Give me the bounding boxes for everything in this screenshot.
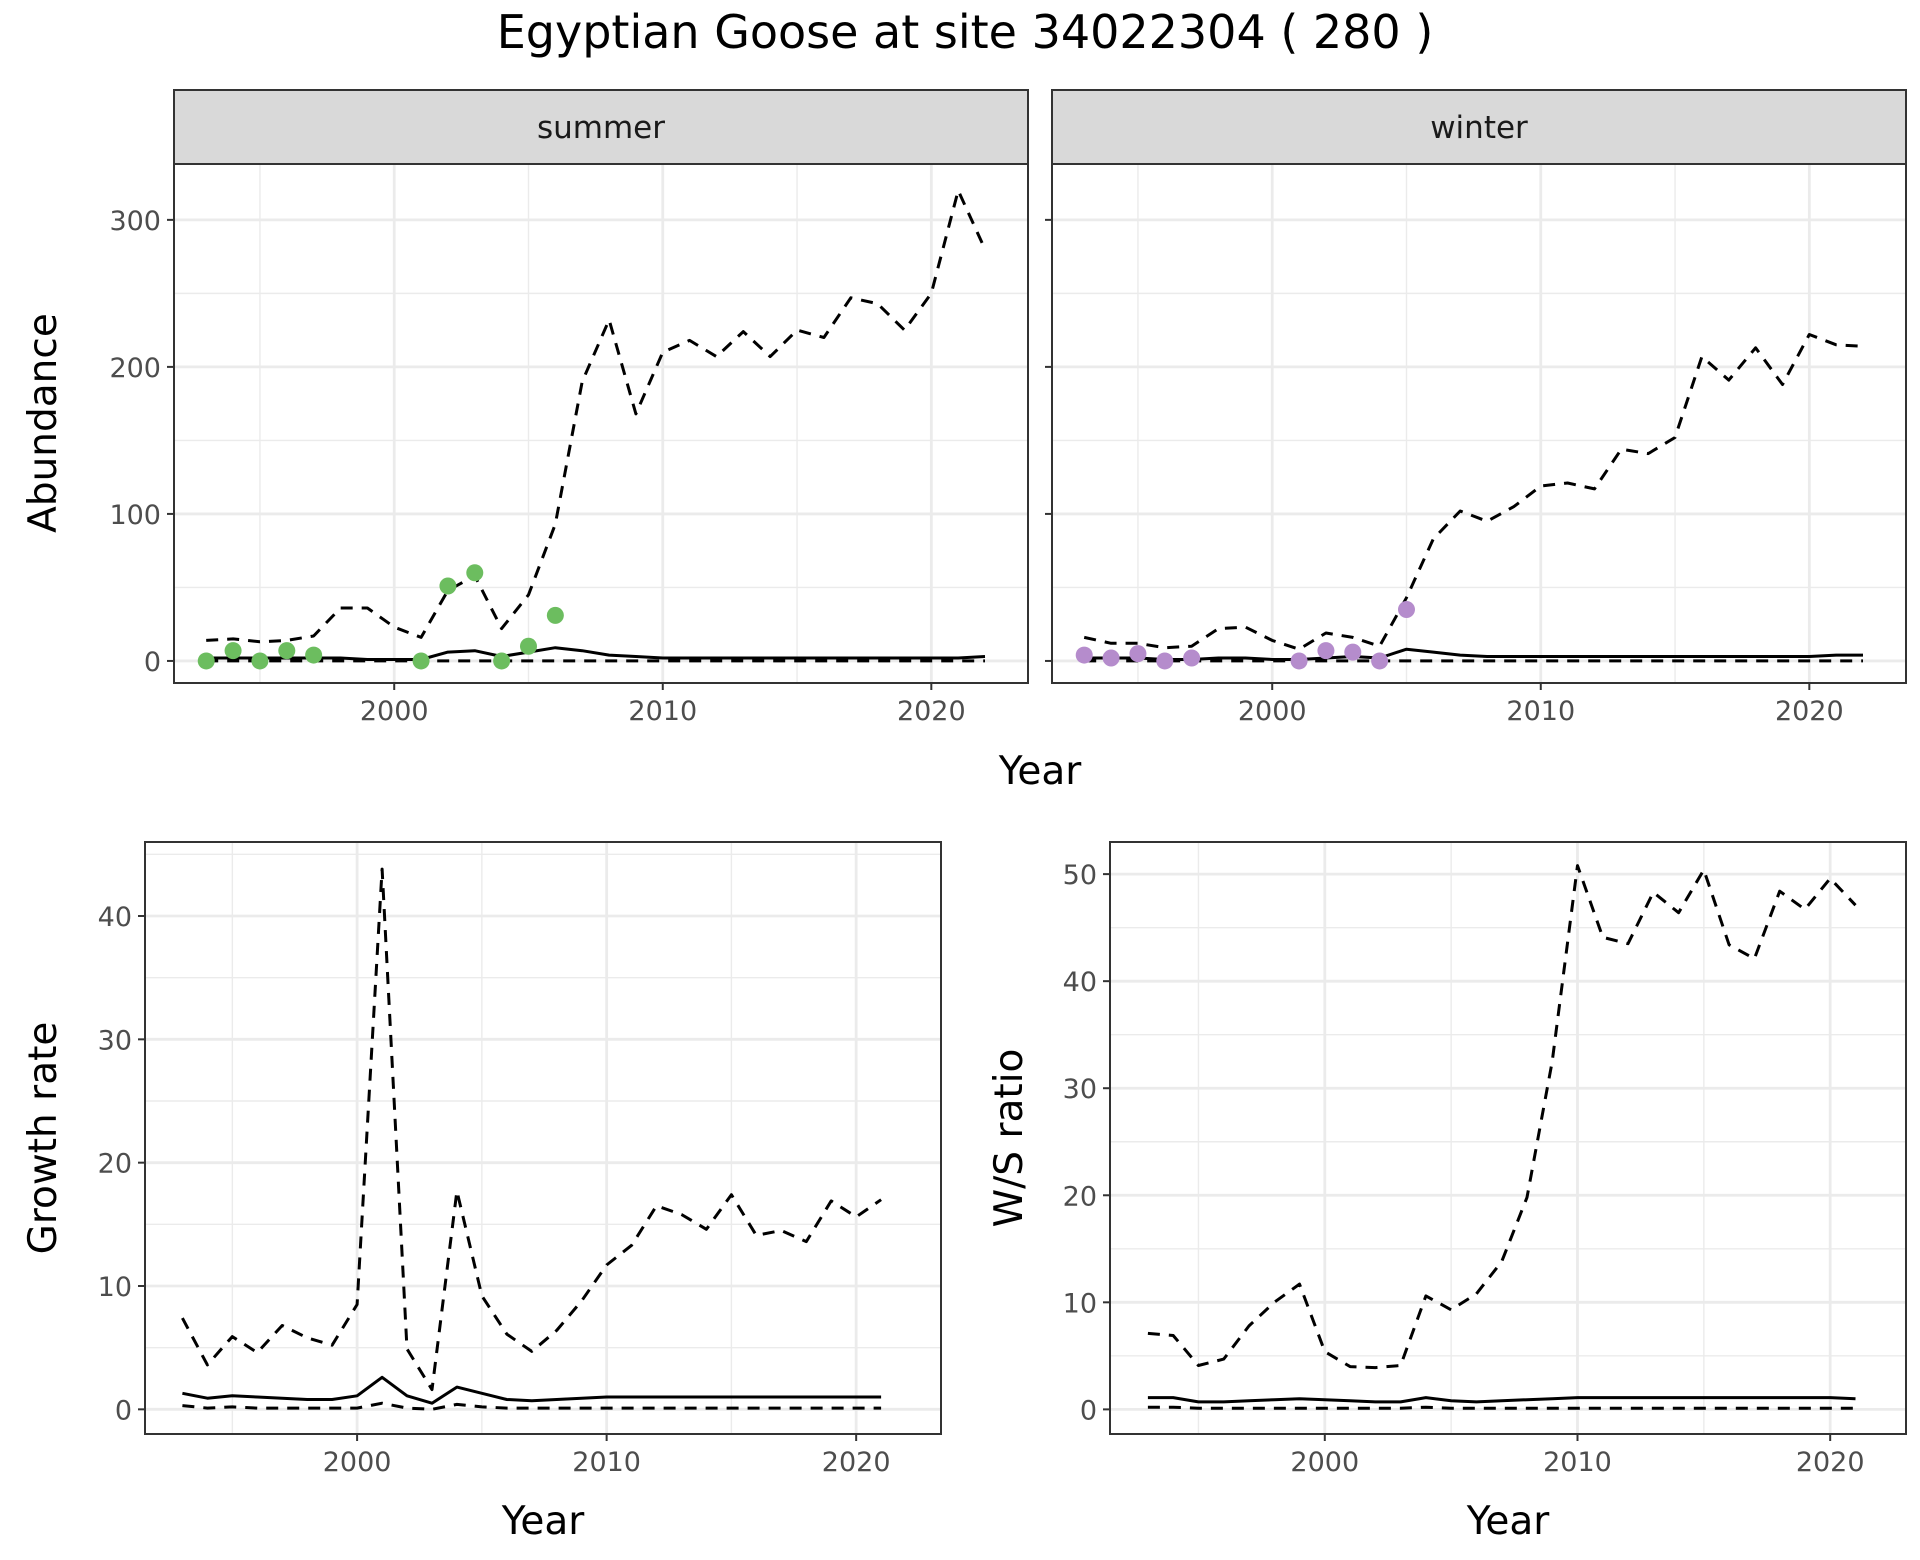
chart-panel-2: winter 2000 2010 2020 bbox=[1045, 89, 1907, 727]
y-tick-label: 40 bbox=[1063, 967, 1097, 998]
data-point bbox=[1344, 643, 1362, 661]
y-tick-label: 30 bbox=[1063, 1074, 1097, 1105]
y-axis-title: W/S ratio bbox=[987, 1049, 1032, 1228]
dashed-series-line bbox=[1147, 864, 1857, 1370]
data-point bbox=[1183, 649, 1201, 667]
figure-title: Egyptian Goose at site 34022304 ( 280 ) bbox=[497, 5, 1434, 59]
data-point bbox=[1317, 642, 1335, 660]
facet-strip bbox=[173, 89, 1029, 165]
data-point bbox=[197, 652, 215, 670]
data-point bbox=[1129, 645, 1147, 663]
y-axis-title: Abundance bbox=[21, 313, 66, 533]
y-axis-title: Growth rate bbox=[21, 1022, 66, 1255]
y-tick-label: 10 bbox=[1063, 1288, 1097, 1319]
data-point bbox=[1371, 652, 1389, 670]
x-tick-label: 2020 bbox=[1775, 696, 1844, 727]
x-tick-label: 2010 bbox=[628, 696, 697, 727]
data-point bbox=[1102, 649, 1120, 667]
y-tick-label: 10 bbox=[98, 1272, 132, 1303]
y-tick-label: 0 bbox=[144, 647, 161, 678]
chart-panel-3: 2000 2010 2020 0 10 20 30 40 Year Growth rate bbox=[21, 841, 942, 1544]
y-tick-label: 100 bbox=[109, 500, 161, 531]
dashed-series-line bbox=[1083, 333, 1864, 651]
data-point bbox=[519, 637, 537, 655]
facet-strip-label: winter bbox=[1430, 110, 1528, 146]
x-tick-label: 2010 bbox=[1543, 1447, 1612, 1478]
y-tick-label: 300 bbox=[109, 206, 161, 237]
data-point bbox=[412, 652, 430, 670]
x-axis-title-top: Year bbox=[998, 749, 1083, 794]
data-point bbox=[278, 642, 296, 660]
panel-border bbox=[1109, 841, 1907, 1435]
dashed-series-line bbox=[1147, 1405, 1856, 1410]
panel-background bbox=[1110, 842, 1906, 1434]
y-tick-label: 0 bbox=[115, 1395, 132, 1426]
panel-border bbox=[144, 841, 942, 1435]
y-tick-label: 20 bbox=[98, 1149, 132, 1180]
solid-series-line bbox=[206, 646, 986, 661]
panel-background bbox=[1052, 164, 1906, 683]
solid-series-line bbox=[1147, 1396, 1856, 1404]
x-axis-title: Year bbox=[1466, 1499, 1551, 1544]
chart-panel-1: summer 2000 2010 2020 0 100 200 300 Abundance bbox=[21, 89, 1029, 727]
solid-series-line bbox=[1084, 647, 1863, 661]
facet-strip bbox=[1051, 89, 1907, 165]
y-tick-label: 40 bbox=[98, 902, 132, 933]
data-point bbox=[305, 646, 323, 664]
panel-background bbox=[145, 842, 941, 1434]
data-point bbox=[1075, 646, 1093, 664]
x-tick-label: 2010 bbox=[572, 1447, 641, 1478]
solid-series-line bbox=[182, 1375, 882, 1405]
x-tick-label: 2010 bbox=[1506, 696, 1575, 727]
x-tick-label: 2000 bbox=[1290, 1447, 1359, 1478]
x-tick-label: 2020 bbox=[822, 1447, 891, 1478]
x-axis-title: Year bbox=[501, 1499, 586, 1544]
data-point bbox=[466, 564, 484, 582]
data-point bbox=[1290, 652, 1308, 670]
dashed-series-line bbox=[181, 867, 882, 1392]
y-tick-label: 0 bbox=[1080, 1395, 1097, 1426]
data-point bbox=[546, 606, 564, 624]
data-point bbox=[439, 577, 457, 595]
chart-panel-4: 2000 2010 2020 0 10 20 30 40 50 Year W/S ratio bbox=[987, 841, 1907, 1544]
data-point bbox=[1397, 600, 1415, 618]
facet-strip-label: summer bbox=[537, 110, 665, 146]
data-point bbox=[1156, 652, 1174, 670]
y-tick-label: 50 bbox=[1063, 860, 1097, 891]
x-tick-label: 2000 bbox=[360, 696, 429, 727]
dashed-series-line bbox=[182, 1401, 882, 1411]
y-tick-label: 20 bbox=[1063, 1181, 1097, 1212]
x-tick-label: 2020 bbox=[897, 696, 966, 727]
data-point bbox=[251, 652, 269, 670]
x-tick-label: 2020 bbox=[1796, 1447, 1865, 1478]
data-point bbox=[224, 642, 242, 660]
x-tick-label: 2000 bbox=[1238, 696, 1307, 727]
y-tick-label: 30 bbox=[98, 1025, 132, 1056]
data-point bbox=[493, 652, 511, 670]
x-tick-label: 2000 bbox=[323, 1447, 392, 1478]
y-tick-label: 200 bbox=[109, 353, 161, 384]
panel-background bbox=[174, 164, 1028, 683]
dashed-series-line bbox=[206, 189, 987, 644]
